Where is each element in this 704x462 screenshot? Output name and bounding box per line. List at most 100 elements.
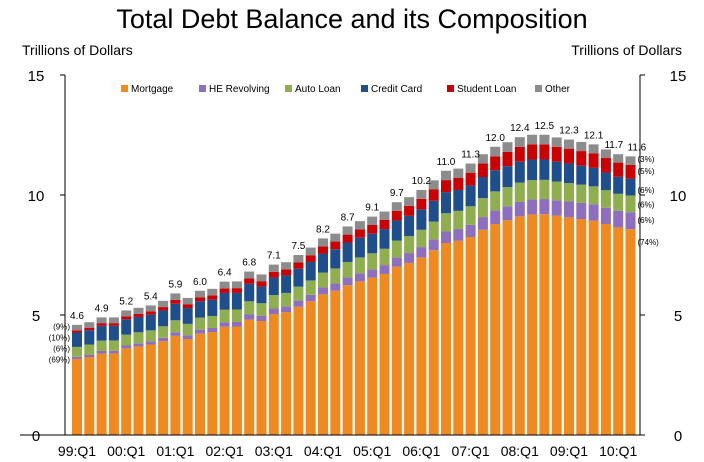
y-tick-label-right: 5: [674, 308, 682, 325]
bar-segment-auto-loan: [564, 183, 574, 202]
data-label-total: 12.5: [535, 121, 555, 132]
bar-segment-auto-loan: [551, 181, 562, 201]
bar-segment-he-revolving: [465, 224, 476, 237]
bar-segment-mortgage: [170, 335, 181, 435]
bar-segment-other: [330, 233, 341, 242]
bar-segment-he-revolving: [293, 300, 304, 307]
bar-segment-student-loan: [428, 189, 439, 201]
bar-segment-other: [256, 274, 267, 282]
bar-segment-auto-loan: [490, 191, 501, 211]
bar-segment-he-revolving: [576, 202, 587, 219]
bar-segment-auto-loan: [379, 248, 390, 266]
bar-segment-student-loan: [84, 327, 95, 331]
bar-segment-credit-card: [379, 229, 390, 249]
bar-segment-other: [219, 281, 230, 289]
y-tick-label-right: 15: [670, 68, 687, 85]
bar-segment-he-revolving: [490, 210, 501, 225]
bar-segment-other: [231, 281, 242, 289]
bar-segment-he-revolving: [588, 204, 599, 221]
legend-label: Mortgage: [131, 84, 174, 95]
bar-segment-mortgage: [588, 220, 599, 435]
bar-segment-credit-card: [108, 325, 119, 341]
bar-segment-auto-loan: [145, 330, 156, 342]
bar-segment-student-loan: [231, 288, 242, 293]
bar-segment-mortgage: [379, 273, 390, 435]
bar-segment-other: [539, 134, 550, 145]
y-tick-label-right: 0: [674, 428, 682, 445]
bar-segment-auto-loan: [121, 334, 132, 346]
data-label-total: 12.0: [485, 133, 505, 144]
bar-segment-other: [453, 168, 464, 178]
bar-segment-other: [514, 137, 525, 147]
bar-segment-student-loan: [564, 148, 574, 164]
data-label-total: 6.0: [193, 277, 207, 288]
bar-segment-credit-card: [96, 325, 107, 341]
bar-segment-auto-loan: [416, 229, 427, 248]
bar-segment-student-loan: [551, 146, 562, 162]
bar-segment-other: [133, 307, 144, 314]
bar-segment-credit-card: [305, 261, 316, 281]
bar-segment-he-revolving: [391, 257, 402, 267]
bar-segment-student-loan: [305, 255, 316, 262]
x-tick-label: 99:Q1: [58, 443, 96, 459]
bar-segment-other: [527, 134, 538, 145]
bar-segment-student-loan: [367, 225, 378, 234]
data-label-total: 5.2: [119, 296, 133, 307]
x-tick-label: 01:Q1: [156, 443, 194, 459]
bar-segment-other: [145, 305, 156, 312]
bar-segment-student-loan: [145, 311, 156, 315]
x-tick-label: 05:Q1: [353, 443, 391, 459]
bar-segment-student-loan: [256, 281, 267, 287]
bar-segment-credit-card: [354, 237, 365, 258]
bar-segment-he-revolving: [600, 207, 611, 225]
bar-segment-he-revolving: [379, 265, 390, 274]
bar-segment-credit-card: [170, 303, 181, 321]
bar-segment-mortgage: [613, 227, 624, 435]
bar-segment-credit-card: [207, 299, 218, 316]
bar-segment-mortgage: [416, 257, 427, 435]
legend-label: Auto Loan: [295, 84, 341, 95]
bar-segment-credit-card: [182, 308, 193, 324]
bar-segment-credit-card: [219, 292, 230, 310]
bar-segment-auto-loan: [539, 179, 550, 200]
bar-segment-auto-loan: [465, 206, 476, 225]
bar-segment-mortgage: [231, 326, 242, 435]
bar-segment-mortgage: [551, 215, 562, 435]
bar-segment-other: [195, 290, 205, 298]
bar-segment-mortgage: [244, 319, 255, 435]
bar-segment-student-loan: [588, 153, 599, 168]
bar-segment-mortgage: [539, 214, 550, 435]
data-label-total: 11.7: [604, 140, 623, 151]
bar-segment-credit-card: [625, 178, 636, 196]
bar-segment-mortgage: [342, 285, 353, 435]
bar-segment-student-loan: [527, 144, 538, 160]
share-label: (69%): [49, 355, 71, 364]
bar-segment-student-loan: [108, 323, 119, 326]
bar-segment-auto-loan: [244, 301, 255, 315]
bar-segment-student-loan: [502, 151, 513, 167]
bar-segment-credit-card: [121, 319, 132, 335]
bar-segment-credit-card: [391, 220, 402, 241]
share-label: (5%): [638, 167, 655, 176]
bar-segment-mortgage: [219, 326, 230, 435]
y-tick-label-left: 10: [28, 188, 45, 205]
bar-segment-auto-loan: [305, 280, 316, 295]
data-label-total: 5.4: [144, 291, 158, 302]
bar-segment-auto-loan: [330, 268, 341, 284]
bar-segment-he-revolving: [342, 277, 353, 286]
bar-segment-student-loan: [465, 172, 476, 186]
bar-segment-student-loan: [576, 151, 587, 166]
bar-segment-other: [490, 146, 501, 157]
bar-segment-auto-loan: [170, 320, 181, 333]
bar-segment-other: [404, 197, 415, 206]
bar-segment-student-loan: [121, 316, 132, 320]
bar-segment-auto-loan: [318, 272, 328, 288]
bar-segment-mortgage: [453, 240, 464, 435]
bar-segment-credit-card: [588, 167, 599, 187]
data-label-total: 8.2: [316, 224, 330, 235]
bar-segment-other: [182, 297, 193, 305]
bar-segment-auto-loan: [293, 286, 304, 301]
bar-segment-credit-card: [367, 233, 378, 254]
bar-segment-he-revolving: [502, 206, 513, 221]
bar-segment-credit-card: [256, 286, 267, 304]
